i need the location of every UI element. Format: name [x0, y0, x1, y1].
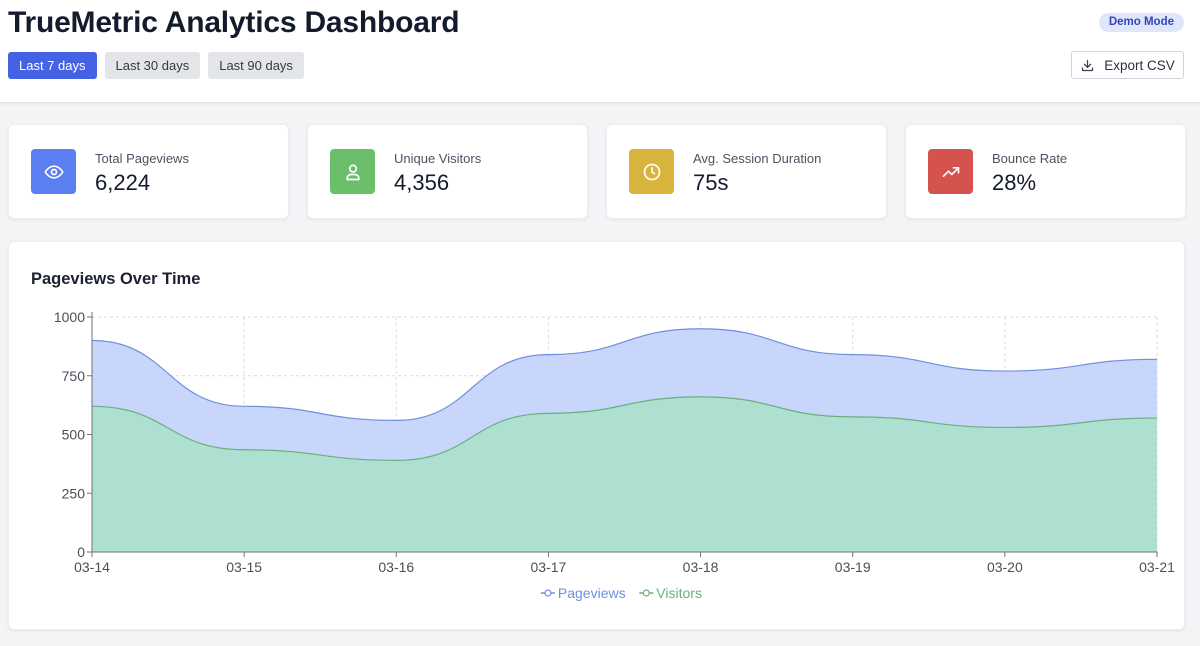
stat-card-unique-visitors: Unique Visitors 4,356	[307, 124, 588, 219]
x-tick-label: 03-20	[987, 559, 1023, 575]
stat-value: 6,224	[95, 170, 151, 195]
stat-label: Avg. Session Duration	[693, 151, 822, 166]
stat-icon-tile	[928, 149, 973, 194]
series-line-pageviews	[91, 328, 1158, 422]
clock-icon	[643, 163, 660, 180]
user-icon	[345, 164, 360, 180]
legend-marker-dot-pageviews	[544, 589, 552, 597]
stat-value: 28%	[992, 170, 1037, 195]
stat-label: Unique Visitors	[394, 151, 482, 166]
trending-up-icon	[942, 166, 959, 177]
x-tick-label: 03-15	[226, 559, 262, 575]
range-last-30-days-button[interactable]: Last 30 days	[104, 52, 201, 79]
demo-mode-badge: Demo Mode	[1098, 13, 1184, 32]
page-title: TrueMetric Analytics Dashboard	[8, 6, 460, 39]
export-csv-button[interactable]: Export CSV	[1071, 51, 1184, 79]
date-range-selector: Last 7 days Last 30 days Last 90 days	[8, 52, 304, 79]
legend-marker-dot-visitors	[642, 589, 650, 597]
range-last-7-days-button[interactable]: Last 7 days	[8, 52, 97, 79]
stat-card-bounce-rate: Bounce Rate 28%	[905, 124, 1186, 219]
stat-label: Bounce Rate	[992, 151, 1068, 166]
pageviews-chart-card: Pageviews Over Time 0 250 500 750 1000 03-14 0…	[8, 241, 1185, 630]
eye-icon	[43, 164, 64, 179]
x-tick-label: 03-21	[1139, 559, 1175, 575]
y-tick-label: 750	[62, 368, 86, 384]
x-tick-label: 03-14	[74, 559, 110, 575]
stat-icon-tile	[330, 149, 375, 194]
export-csv-label: Export CSV	[1104, 57, 1175, 73]
series-area-visitors	[92, 396, 1157, 552]
pageviews-area-chart: 0 250 500 750 1000 03-14 03-15 03-16 03-17 03-18 0…	[54, 309, 1175, 601]
y-tick-label: 1000	[54, 309, 85, 325]
stat-value: 75s	[693, 170, 729, 195]
x-tick-label: 03-17	[531, 559, 567, 575]
stat-value: 4,356	[394, 170, 450, 195]
legend-label-visitors: Visitors	[656, 585, 702, 601]
stat-card-avg-session-duration: Avg. Session Duration 75s	[606, 124, 887, 219]
series-line-visitors	[91, 396, 1158, 461]
y-tick-label: 250	[62, 485, 86, 501]
legend-label-pageviews: Pageviews	[558, 585, 626, 601]
stat-icon-tile	[629, 149, 674, 194]
stat-label: Total Pageviews	[95, 151, 189, 166]
dashboard-header: TrueMetric Analytics Dashboard Demo Mode…	[0, 0, 1200, 103]
y-tick-label: 500	[62, 427, 86, 443]
stat-icon-tile	[31, 149, 76, 194]
download-icon	[1082, 59, 1094, 71]
chart-title: Pageviews Over Time	[31, 270, 201, 288]
y-tick-label: 0	[77, 544, 85, 560]
x-tick-label: 03-18	[683, 559, 719, 575]
x-tick-label: 03-19	[835, 559, 871, 575]
range-last-90-days-button[interactable]: Last 90 days	[208, 52, 304, 79]
x-tick-label: 03-16	[378, 559, 414, 575]
stat-card-total-pageviews: Total Pageviews 6,224	[8, 124, 289, 219]
